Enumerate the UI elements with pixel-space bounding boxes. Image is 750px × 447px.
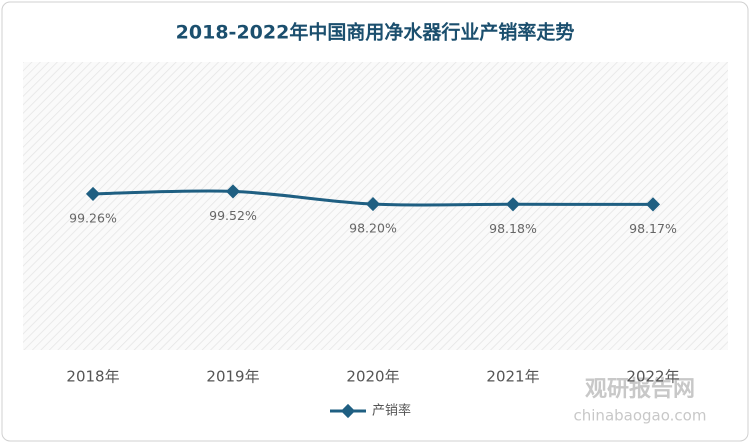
point-marker (225, 184, 241, 199)
point-marker (505, 197, 521, 212)
point-marker (645, 197, 661, 212)
value-label: 98.17% (629, 221, 677, 236)
x-tick-label: 2020年 (346, 368, 399, 386)
value-label: 98.20% (349, 221, 397, 236)
watermark-url: chinabaogao.com (574, 407, 707, 425)
point-marker (365, 197, 381, 212)
value-label: 99.26% (69, 210, 117, 225)
legend-marker (340, 403, 356, 419)
value-label: 98.18% (489, 221, 537, 236)
value-label: 99.52% (209, 208, 257, 223)
x-tick-label: 2022年 (626, 368, 679, 386)
chart-title: 2018-2022年中国商用净水器行业产销率走势 (176, 21, 575, 44)
legend-label: 产销率 (372, 403, 411, 419)
x-tick-label: 2018年 (66, 368, 119, 386)
x-tick-label: 2019年 (206, 368, 259, 386)
watermark-name: 观研报告网 (585, 377, 695, 402)
x-tick-label: 2021年 (486, 368, 539, 386)
